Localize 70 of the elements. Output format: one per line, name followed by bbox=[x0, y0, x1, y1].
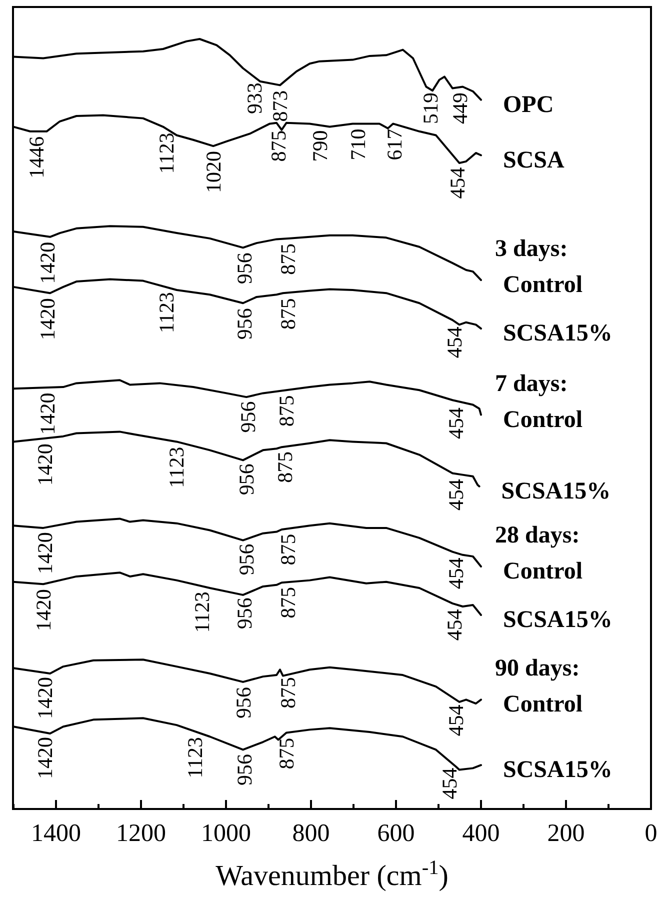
series-label: SCSA15% bbox=[503, 757, 612, 784]
annotation: 956 bbox=[232, 252, 257, 284]
annotation: 1123 bbox=[190, 591, 214, 633]
annotation: 1123 bbox=[154, 132, 178, 174]
annotation: 3 days: bbox=[495, 236, 568, 262]
annotation: 1420 bbox=[36, 242, 60, 284]
series-label: Control bbox=[503, 272, 583, 298]
x-axis-title: Wavenumber (cm$^{-1}$) bbox=[216, 857, 448, 892]
annotation: 1020 bbox=[201, 151, 226, 194]
annotation: 933 bbox=[242, 82, 266, 114]
annotation: 1123 bbox=[164, 446, 189, 488]
x-tick-label: 800 bbox=[292, 820, 330, 847]
annotation: 28 days: bbox=[495, 522, 580, 548]
x-tick-label: 1200 bbox=[116, 820, 166, 847]
series-label: Control bbox=[503, 406, 583, 433]
annotation: 956 bbox=[232, 754, 257, 786]
annotation: 1446 bbox=[24, 136, 48, 178]
annotation: 454 bbox=[444, 557, 468, 590]
annotation: 1420 bbox=[32, 532, 57, 574]
annotation: 956 bbox=[232, 308, 257, 340]
annotation: 956 bbox=[231, 686, 256, 718]
series-label: Control bbox=[503, 692, 583, 718]
annotation: 617 bbox=[382, 128, 406, 160]
annotation: 1123 bbox=[182, 737, 207, 778]
x-tick-label: 1400 bbox=[31, 820, 81, 847]
annotation: 1420 bbox=[36, 298, 60, 340]
annotation: 875 bbox=[276, 243, 300, 275]
annotation: 875 bbox=[273, 451, 298, 483]
annotation: 449 bbox=[448, 92, 472, 124]
series-label: SCSA15% bbox=[503, 320, 612, 347]
annotation: 875 bbox=[274, 395, 298, 427]
annotation: 1123 bbox=[154, 292, 178, 334]
annotation: 454 bbox=[446, 166, 470, 199]
x-tick-label: 200 bbox=[547, 820, 585, 847]
x-tick-label: 400 bbox=[462, 820, 500, 847]
annotation: 875 bbox=[266, 130, 290, 162]
annotation: 1420 bbox=[32, 737, 57, 779]
x-tick-label: 600 bbox=[377, 820, 415, 847]
annotation: 7 days: bbox=[495, 370, 568, 397]
annotation: 875 bbox=[276, 298, 300, 330]
annotation: 454 bbox=[444, 406, 468, 439]
annotation: 90 days: bbox=[495, 656, 580, 682]
annotation: 956 bbox=[236, 401, 260, 433]
annotation: 956 bbox=[232, 598, 257, 630]
annotation: 710 bbox=[346, 128, 370, 160]
annotation: 875 bbox=[276, 534, 300, 566]
annotation: 875 bbox=[276, 586, 300, 618]
annotation: 875 bbox=[276, 676, 300, 708]
annotation: 454 bbox=[444, 704, 468, 736]
x-tick-label: 0 bbox=[644, 820, 658, 847]
series-label: OPC bbox=[503, 92, 554, 118]
series-label: SCSA15% bbox=[503, 606, 612, 633]
annotation: 454 bbox=[442, 326, 467, 358]
annotation: 1420 bbox=[36, 392, 60, 435]
annotation: 956 bbox=[234, 544, 258, 576]
annotation: 956 bbox=[234, 464, 258, 496]
x-tick-label: 1000 bbox=[201, 820, 251, 847]
annotation: 790 bbox=[308, 130, 332, 162]
annotation: 873 bbox=[268, 90, 292, 122]
annotation: 454 bbox=[438, 767, 462, 800]
annotation: 1420 bbox=[32, 676, 57, 719]
annotation: 875 bbox=[274, 738, 298, 770]
annotation: 1420 bbox=[31, 589, 56, 632]
series-label: Control bbox=[503, 558, 583, 584]
series-label: SCSA bbox=[503, 147, 566, 174]
annotation: 519 bbox=[418, 92, 442, 124]
annotation: 454 bbox=[442, 608, 467, 641]
annotation: 454 bbox=[444, 478, 468, 511]
annotation: 1420 bbox=[32, 444, 57, 486]
series-label: SCSA15% bbox=[501, 478, 611, 504]
